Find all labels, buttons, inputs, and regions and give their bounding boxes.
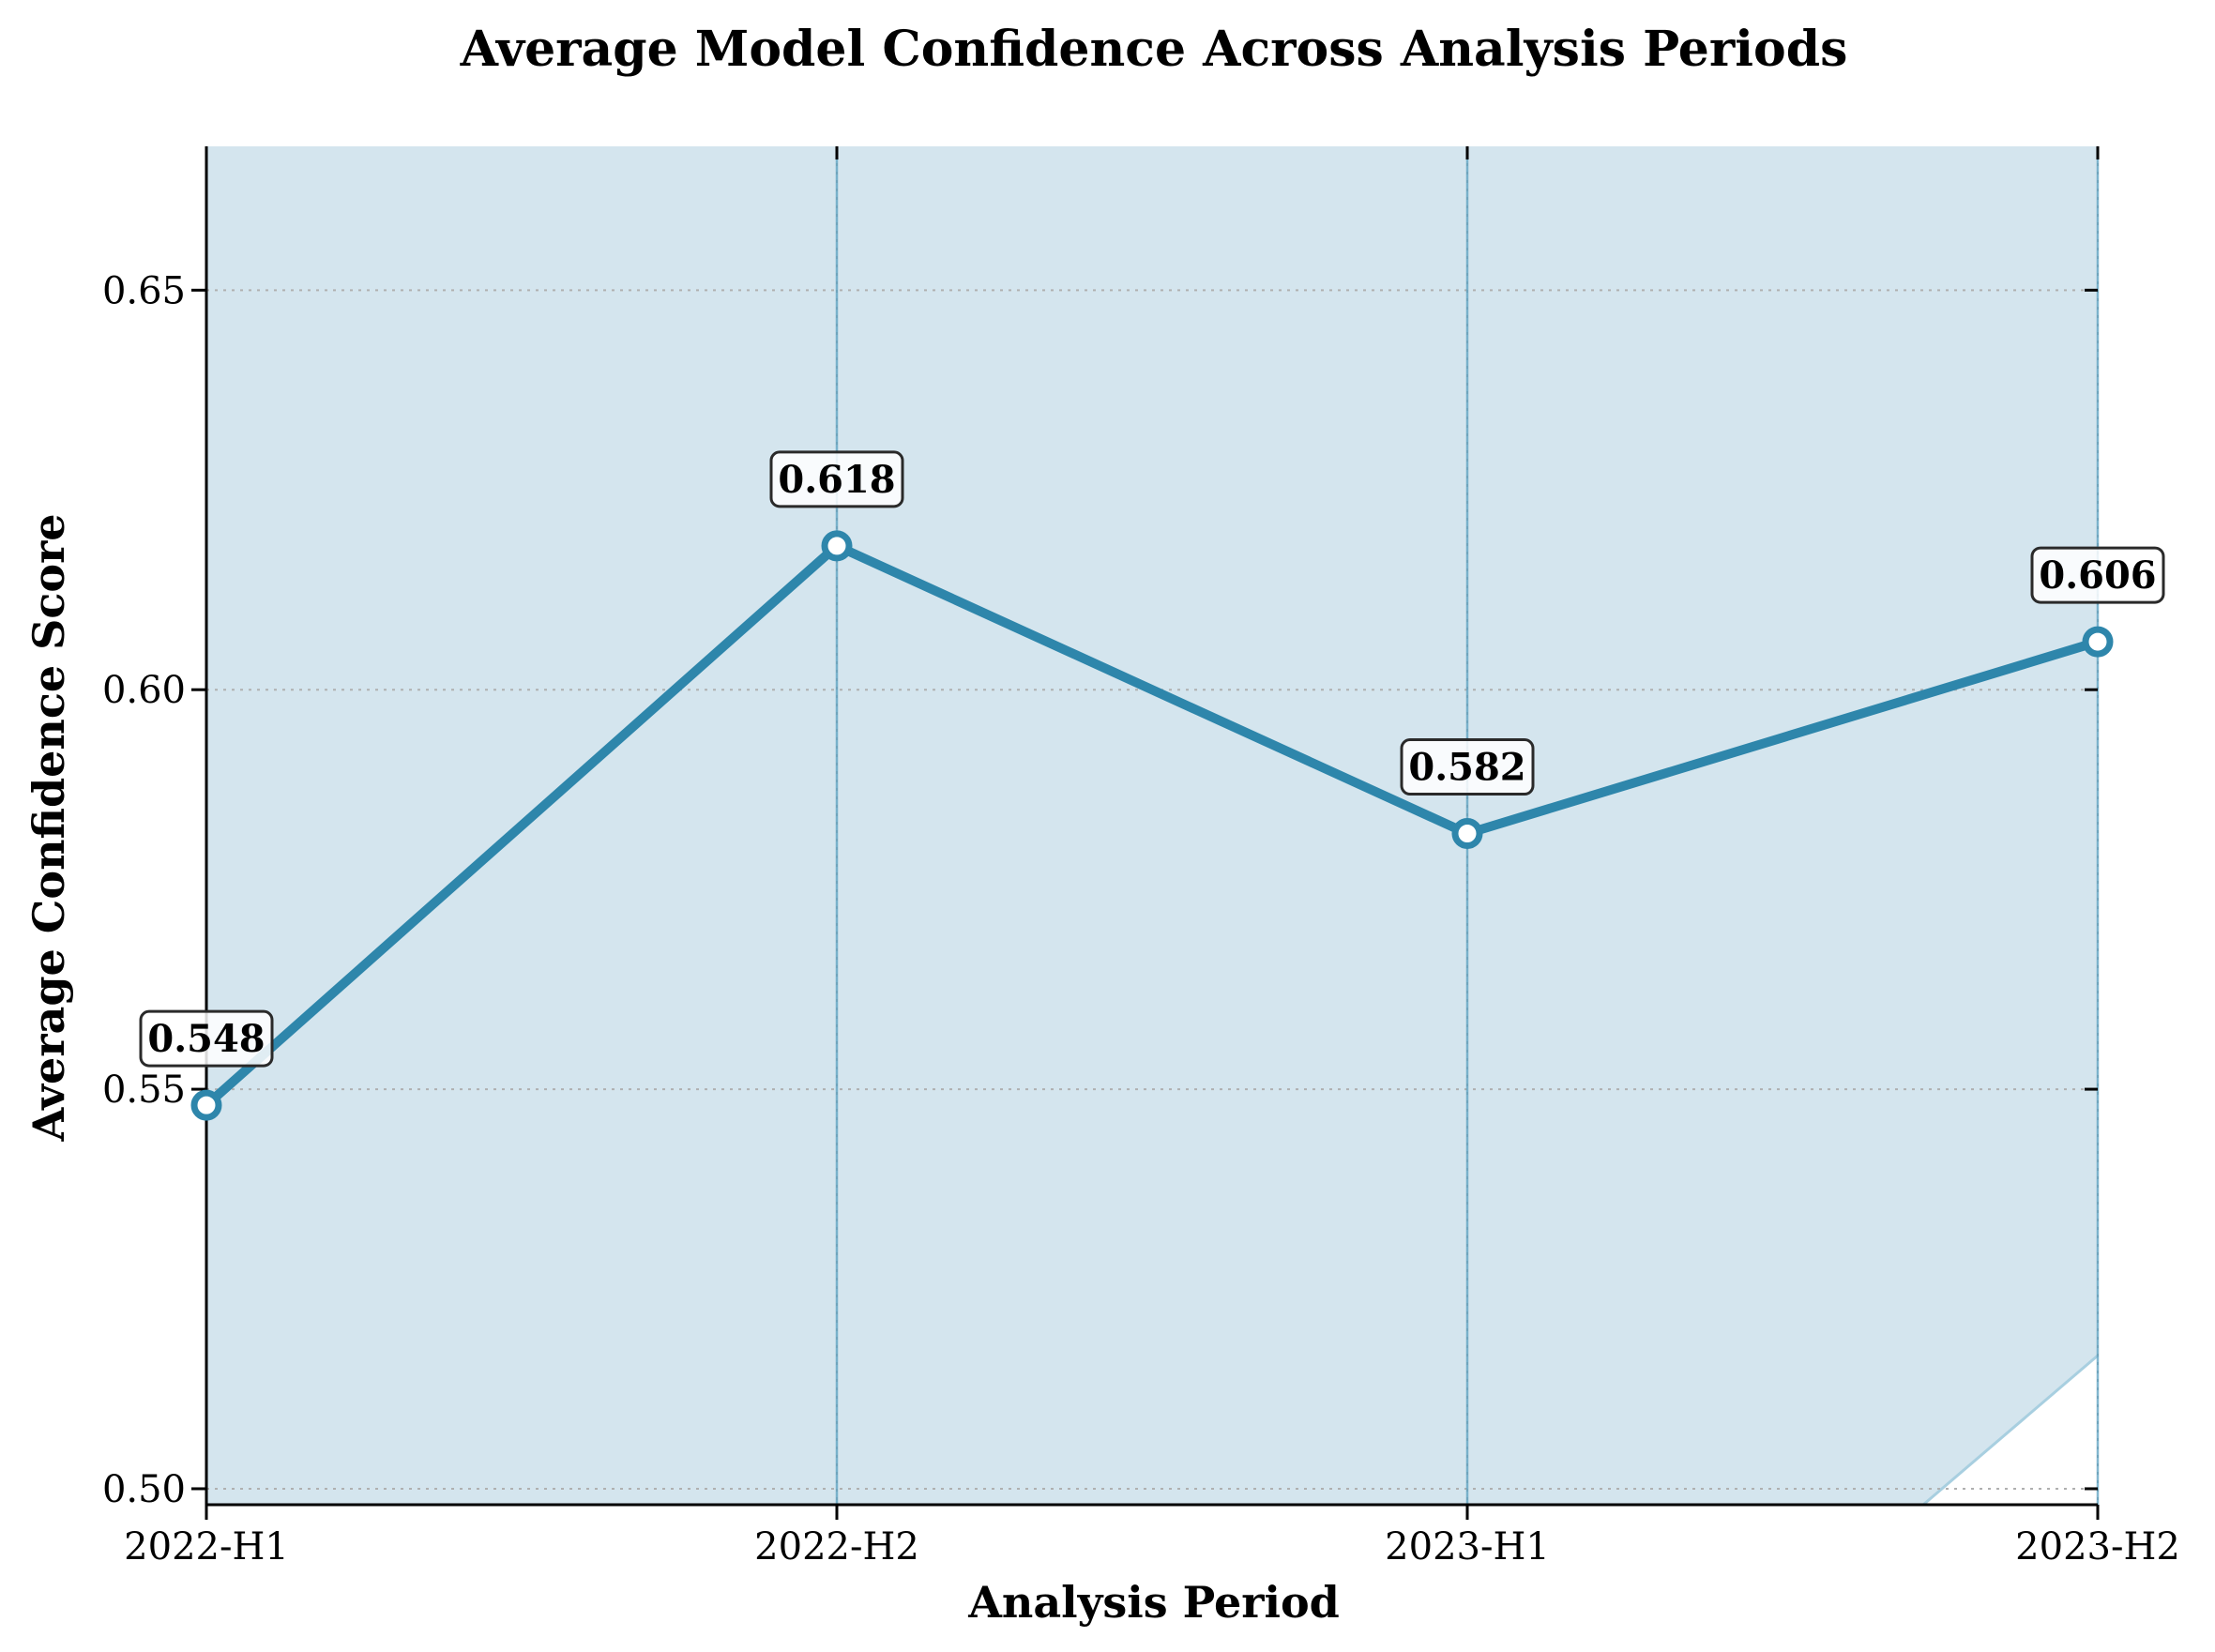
data-point xyxy=(2082,626,2114,658)
x-tick-label: 2022-H2 xyxy=(754,1525,919,1569)
area-fill xyxy=(206,146,2098,1505)
data-point xyxy=(821,530,853,562)
x-axis-label: Analysis Period xyxy=(967,1577,1340,1628)
y-axis-label: Average Confidence Score xyxy=(23,513,74,1142)
y-tick-label: 0.55 xyxy=(102,1068,186,1112)
data-point xyxy=(1451,818,1483,850)
x-tick-label: 2023-H1 xyxy=(1385,1525,1550,1569)
y-tick-label: 0.50 xyxy=(102,1468,186,1511)
x-tick-label: 2022-H1 xyxy=(124,1525,289,1569)
data-label: 0.548 xyxy=(147,1017,265,1061)
data-label-box xyxy=(1400,738,1535,796)
y-tick-label: 0.65 xyxy=(102,269,186,312)
data-label-box xyxy=(139,1009,274,1068)
y-tick-label: 0.60 xyxy=(102,669,186,712)
series-line xyxy=(202,540,2102,1111)
area-edge xyxy=(1922,1354,2099,1507)
chart-title: Average Model Confidence Across Analysis… xyxy=(460,21,1848,78)
data-label-box xyxy=(769,450,904,508)
data-label: 0.582 xyxy=(1408,746,1525,790)
data-label: 0.618 xyxy=(778,458,895,502)
data-label-box xyxy=(2030,546,2165,604)
x-tick-label: 2023-H2 xyxy=(2015,1525,2180,1569)
plot-area: 0.50 0.55 0.60 0.65 2022-H1 2022-H2 2023-H1 202… xyxy=(102,146,2180,1569)
data-point xyxy=(190,1089,222,1121)
data-label: 0.606 xyxy=(2039,553,2156,598)
